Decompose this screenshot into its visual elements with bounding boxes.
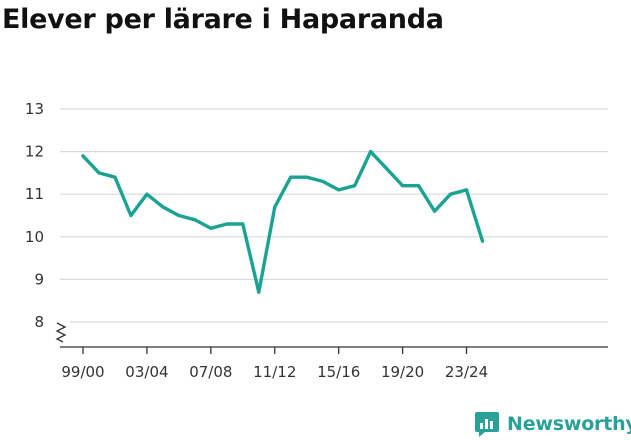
data-point [129, 213, 133, 218]
brand-name: Newsworthy [507, 413, 631, 435]
y-tick-label: 12 [25, 143, 44, 161]
data-point [432, 209, 437, 213]
chart-title: Elever per lärare i Haparanda [2, 4, 444, 35]
axis-break-icon [55, 322, 67, 343]
data-point [369, 150, 373, 154]
x-tick-label: 11/12 [253, 363, 296, 381]
newsworthy-logo-icon [475, 412, 499, 437]
data-point [289, 175, 293, 179]
data-point [464, 188, 469, 192]
x-tick-label: 19/20 [381, 363, 424, 381]
y-tick-label: 8 [34, 313, 44, 331]
data-point [305, 175, 309, 179]
x-tick-label: 03/04 [125, 363, 168, 381]
x-tick-label: 15/16 [317, 363, 360, 381]
data-point [81, 154, 85, 158]
series-layer [81, 149, 485, 294]
y-tick-label: 13 [25, 100, 44, 118]
data-point [241, 222, 245, 226]
data-point [385, 167, 389, 171]
x-axis-ticks: 99/00 03/04 07/08 11/12 15/16 19/20 23/24 [61, 347, 488, 381]
data-point [448, 192, 453, 196]
data-point [113, 175, 117, 179]
data-point [480, 239, 485, 243]
data-point [225, 222, 229, 226]
y-tick-label: 10 [25, 228, 44, 246]
y-tick-label: 9 [34, 270, 44, 288]
x-tick-label: 23/24 [445, 363, 488, 381]
data-point [401, 184, 405, 188]
data-point [353, 184, 357, 188]
y-tick-label: 11 [25, 185, 44, 203]
x-tick-label: 07/08 [189, 363, 232, 381]
line-chart: 13 12 11 10 9 8 99/00 03/04 07/08 11/12 15/16 19/2… [25, 100, 608, 381]
gridlines [60, 108, 608, 323]
axis-break-zigzag [55, 322, 67, 343]
data-point [321, 179, 325, 184]
data-point [257, 290, 261, 294]
data-point [337, 188, 341, 192]
y-axis-ticks: 13 12 11 10 9 8 [25, 100, 44, 331]
data-point [209, 226, 213, 230]
data-point [97, 171, 101, 175]
data-point [145, 192, 149, 196]
data-point [193, 218, 197, 222]
series-line [81, 149, 485, 294]
data-point [416, 184, 421, 188]
brand-logo[interactable]: Newsworthy [474, 408, 631, 440]
x-tick-label: 99/00 [61, 363, 104, 381]
data-point [177, 213, 181, 218]
data-point [161, 205, 165, 209]
data-point [273, 205, 277, 209]
